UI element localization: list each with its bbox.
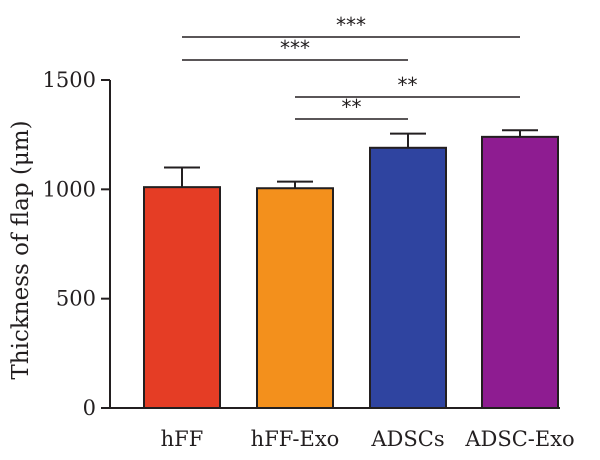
bar-adscs [369, 146, 447, 410]
y-tick-label: 1500 [43, 68, 96, 92]
significance-label: ** [342, 95, 362, 119]
significance-label: *** [280, 36, 310, 60]
category-label: hFF [161, 427, 204, 451]
bar-hff [143, 186, 221, 409]
category-label: ADSCs [370, 427, 444, 451]
y-tick-label: 500 [56, 287, 96, 311]
significance-label: ** [398, 73, 418, 97]
y-tick-label: 1000 [43, 177, 96, 201]
category-label: ADSC-Exo [464, 427, 574, 451]
significance-label: *** [336, 13, 366, 37]
y-tick-label: 0 [83, 396, 96, 420]
category-label: hFF-Exo [251, 427, 340, 451]
bar-hff-exo [256, 187, 334, 409]
bar-adsc-exo [481, 135, 559, 409]
y-axis-title: Thickness of flap (μm) [8, 120, 34, 379]
